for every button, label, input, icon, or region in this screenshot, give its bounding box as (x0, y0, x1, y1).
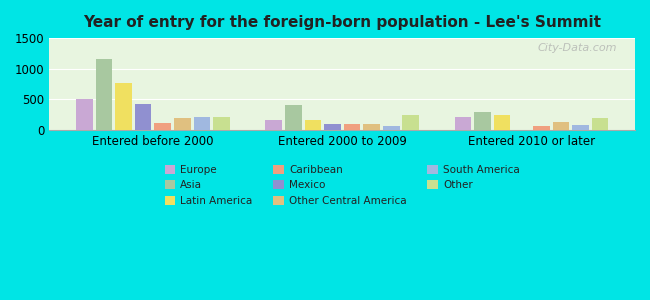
Bar (552, 122, 569, 130)
Bar (402, 115, 419, 130)
Bar (213, 117, 230, 130)
Bar (174, 118, 190, 130)
Bar (454, 117, 471, 130)
Bar (265, 120, 282, 130)
Bar (285, 105, 302, 130)
Bar (494, 115, 510, 130)
Bar (115, 83, 132, 130)
Bar (305, 120, 321, 130)
Bar (135, 104, 151, 130)
Bar (96, 59, 112, 130)
Bar (572, 125, 589, 130)
Text: City-Data.com: City-Data.com (538, 43, 617, 53)
Bar (344, 124, 360, 130)
Bar (324, 124, 341, 130)
Bar (155, 123, 171, 130)
Bar (533, 126, 550, 130)
Bar (363, 124, 380, 130)
Legend: Europe, Asia, Latin America, Caribbean, Mexico, Other Central America, South Ame: Europe, Asia, Latin America, Caribbean, … (161, 160, 524, 210)
Bar (194, 118, 210, 130)
Bar (474, 112, 491, 130)
Title: Year of entry for the foreign-born population - Lee's Summit: Year of entry for the foreign-born popul… (83, 15, 601, 30)
Bar (76, 99, 93, 130)
Bar (592, 118, 608, 130)
Bar (383, 126, 400, 130)
